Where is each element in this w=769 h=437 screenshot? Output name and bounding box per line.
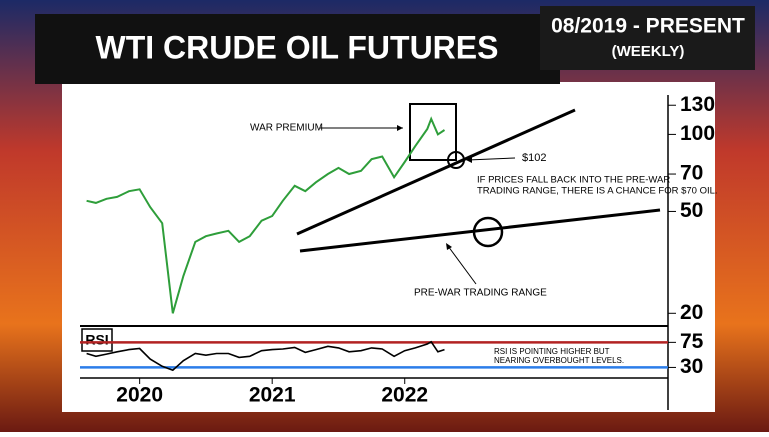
x-tick-label: 2020 [116, 384, 163, 407]
y-tick-label: 75 [680, 330, 704, 353]
annotation: IF PRICES FALL BACK INTO THE PRE-WAR [477, 175, 670, 186]
period-box [540, 6, 755, 70]
arrow-head [397, 125, 403, 131]
arrow [467, 157, 516, 161]
y-tick-label: 20 [680, 301, 703, 324]
war-premium-box [409, 103, 457, 161]
y-tick-label: 50 [680, 199, 703, 222]
annotation: NEARING OVERBOUGHT LEVELS. [494, 356, 624, 365]
x-tick-label: 2022 [381, 384, 428, 407]
y-tick-label: 130 [680, 93, 715, 116]
x-tick-label: 2021 [249, 384, 296, 407]
subtitle: 08/2019 - PRESENT [551, 15, 745, 38]
arrow-head [446, 243, 452, 250]
period: (WEEKLY) [612, 43, 685, 60]
rsi-label-box [81, 328, 113, 352]
arrow-head [466, 157, 472, 163]
chart-title: WTI CRUDE OIL FUTURES [96, 29, 499, 65]
annotation: WAR PREMIUM [250, 123, 323, 134]
annotation: TRADING RANGE, THERE IS A CHANCE FOR $70… [477, 186, 718, 197]
annotation: RSI IS POINTING HIGHER BUT [494, 347, 610, 356]
marker-circle [472, 216, 504, 248]
trend-line [299, 208, 661, 253]
panel-title: RSI [85, 332, 108, 348]
annotation: PRE-WAR TRADING RANGE [414, 288, 547, 299]
title-box [35, 14, 560, 84]
chart-panel [62, 82, 715, 412]
y-tick-label: 100 [680, 122, 715, 145]
arrow [447, 245, 477, 285]
y-tick-label: 70 [680, 162, 703, 185]
marker-circle [447, 151, 465, 169]
trend-line [296, 108, 576, 236]
annotation: $102 [522, 152, 546, 164]
data-line [86, 116, 446, 314]
data-line [86, 340, 445, 372]
y-tick-label: 30 [680, 355, 703, 378]
